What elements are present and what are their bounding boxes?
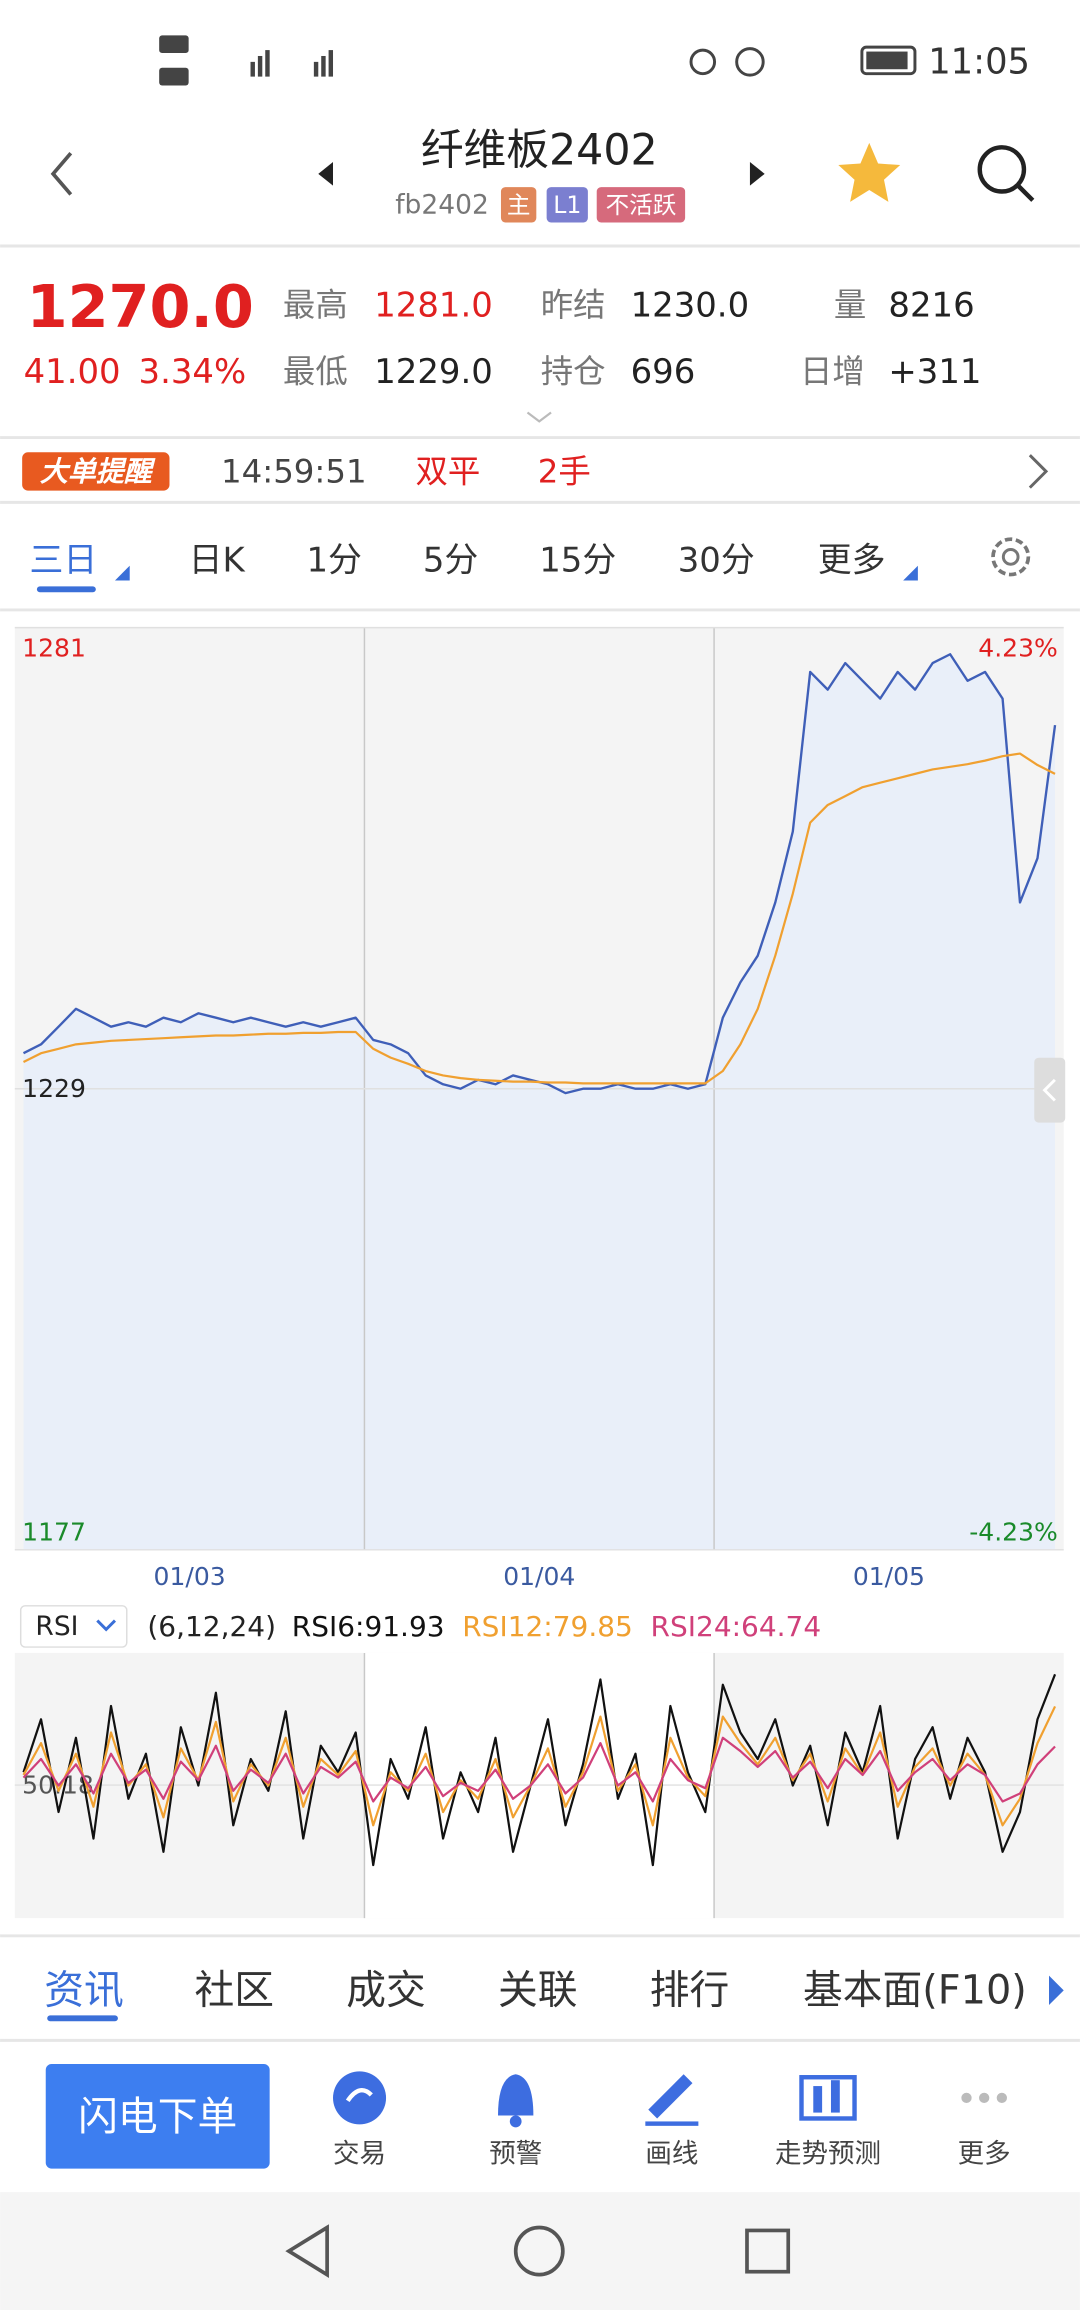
side-handle-arrow [1042, 1078, 1056, 1102]
badge-bg [596, 187, 686, 223]
content-tab[interactable]: 关联 [498, 1967, 578, 2013]
content-tab[interactable]: 社区 [195, 1967, 275, 2013]
indicator-name: RSI [35, 1611, 78, 1642]
field-value: 1281.0 [374, 285, 493, 324]
y2-tick-label: -4.23% [969, 1518, 1058, 1547]
clock: 11:05 [928, 41, 1030, 82]
prev-contract[interactable] [318, 162, 334, 186]
price-change-pct: 3.34% [139, 352, 247, 391]
period-tab[interactable]: 30分 [678, 540, 755, 579]
y-tick-label: 1229 [22, 1074, 86, 1103]
legend-entry: RSI6:91.93 [292, 1610, 445, 1643]
nav-bar [0, 2192, 1080, 2310]
field-value: 1230.0 [631, 285, 750, 324]
period-tab[interactable]: 15分 [539, 540, 616, 579]
toolbar-item[interactable]: 更多 [958, 2138, 1011, 2169]
x-tick-label: 01/04 [503, 1562, 575, 1591]
tab-underline [36, 586, 96, 593]
content-tab[interactable]: 排行 [650, 1967, 730, 2013]
alert-arrow[interactable] [1028, 454, 1049, 489]
status-icons [159, 35, 917, 86]
toolbar-icons [333, 2071, 1008, 2128]
last-price: 1270.0 [27, 272, 254, 341]
nav-back[interactable] [285, 2224, 329, 2278]
period-tab[interactable]: 1分 [306, 540, 361, 579]
alert-type: 双平 [416, 452, 481, 490]
alert-badge-bg [22, 452, 170, 491]
alert-volume: 2手 [538, 452, 591, 490]
next-contract[interactable] [749, 162, 765, 186]
series-line [22, 752, 1056, 1085]
alert-time: 14:59:51 [221, 452, 367, 490]
content-tab[interactable]: 资讯 [44, 1967, 124, 2013]
badge: 主 [507, 191, 531, 219]
period-tab[interactable]: 日K [189, 540, 246, 579]
badge: L1 [553, 191, 581, 219]
toolbar-item[interactable]: 预警 [489, 2138, 542, 2169]
settings-button[interactable] [991, 537, 1031, 577]
contract-code: fb2402 [395, 189, 489, 220]
toolbar-item[interactable]: 画线 [645, 2138, 698, 2169]
toolbar-item[interactable]: 走势预测 [775, 2138, 881, 2169]
y2-tick-label: 4.23% [978, 634, 1058, 663]
field-value: +311 [888, 352, 981, 391]
content-tab[interactable]: 基本面(F10) [803, 1967, 1027, 2013]
order-button-label: 闪电下单 [78, 2094, 237, 2140]
field-label: 日增 [800, 352, 865, 390]
expand-chevron[interactable] [526, 411, 552, 423]
y-tick-label: 1281 [22, 634, 86, 663]
period-tab[interactable]: 更多 [818, 540, 886, 579]
field-value: 8216 [888, 285, 974, 324]
indicator-select[interactable] [19, 1605, 128, 1648]
x-tick-label: 01/03 [154, 1562, 226, 1591]
period-tab[interactable]: 5分 [423, 540, 478, 579]
field-label: 最高 [283, 286, 348, 324]
tabs-more[interactable] [1048, 1975, 1064, 2006]
series-line [22, 1736, 1056, 1803]
nav-recent[interactable] [745, 2228, 791, 2274]
field-label: 持仓 [541, 352, 606, 390]
field-label: 昨结 [541, 286, 606, 324]
search-button[interactable] [977, 145, 1035, 202]
indicator-params: (6,12,24) [147, 1610, 276, 1643]
field-value: 1229.0 [374, 352, 493, 391]
field-label: 最低 [283, 352, 348, 390]
badge: 不活跃 [606, 191, 677, 219]
toolbar-item[interactable]: 交易 [333, 2138, 386, 2169]
price-change: 41.00 [24, 352, 121, 391]
nav-home[interactable] [513, 2225, 565, 2277]
alert-badge: 大单提醒 [40, 455, 156, 488]
field-value: 696 [631, 352, 696, 391]
indicator-dropdown [96, 1619, 117, 1632]
order-button[interactable] [45, 2063, 270, 2169]
badge-bg [546, 187, 588, 223]
trade-icon-glyph [345, 2088, 373, 2103]
legend-entry: RSI12:79.85 [462, 1610, 633, 1643]
legend-entry: RSI24:64.74 [651, 1610, 822, 1643]
series-line [22, 1705, 1057, 1827]
badge-bg [500, 187, 537, 223]
tab-underline [47, 2015, 118, 2022]
back-button[interactable] [50, 152, 73, 196]
side-handle[interactable] [1034, 1057, 1066, 1123]
x-tick-label: 01/05 [853, 1562, 925, 1591]
contract-title: 纤维板2402 [421, 125, 658, 175]
field-label: 量 [834, 286, 866, 324]
y-tick-label: 1177 [22, 1518, 86, 1547]
period-tab[interactable]: 三日 [30, 540, 98, 579]
favorite-star[interactable] [838, 142, 901, 202]
content-tab[interactable]: 成交 [346, 1967, 426, 2013]
